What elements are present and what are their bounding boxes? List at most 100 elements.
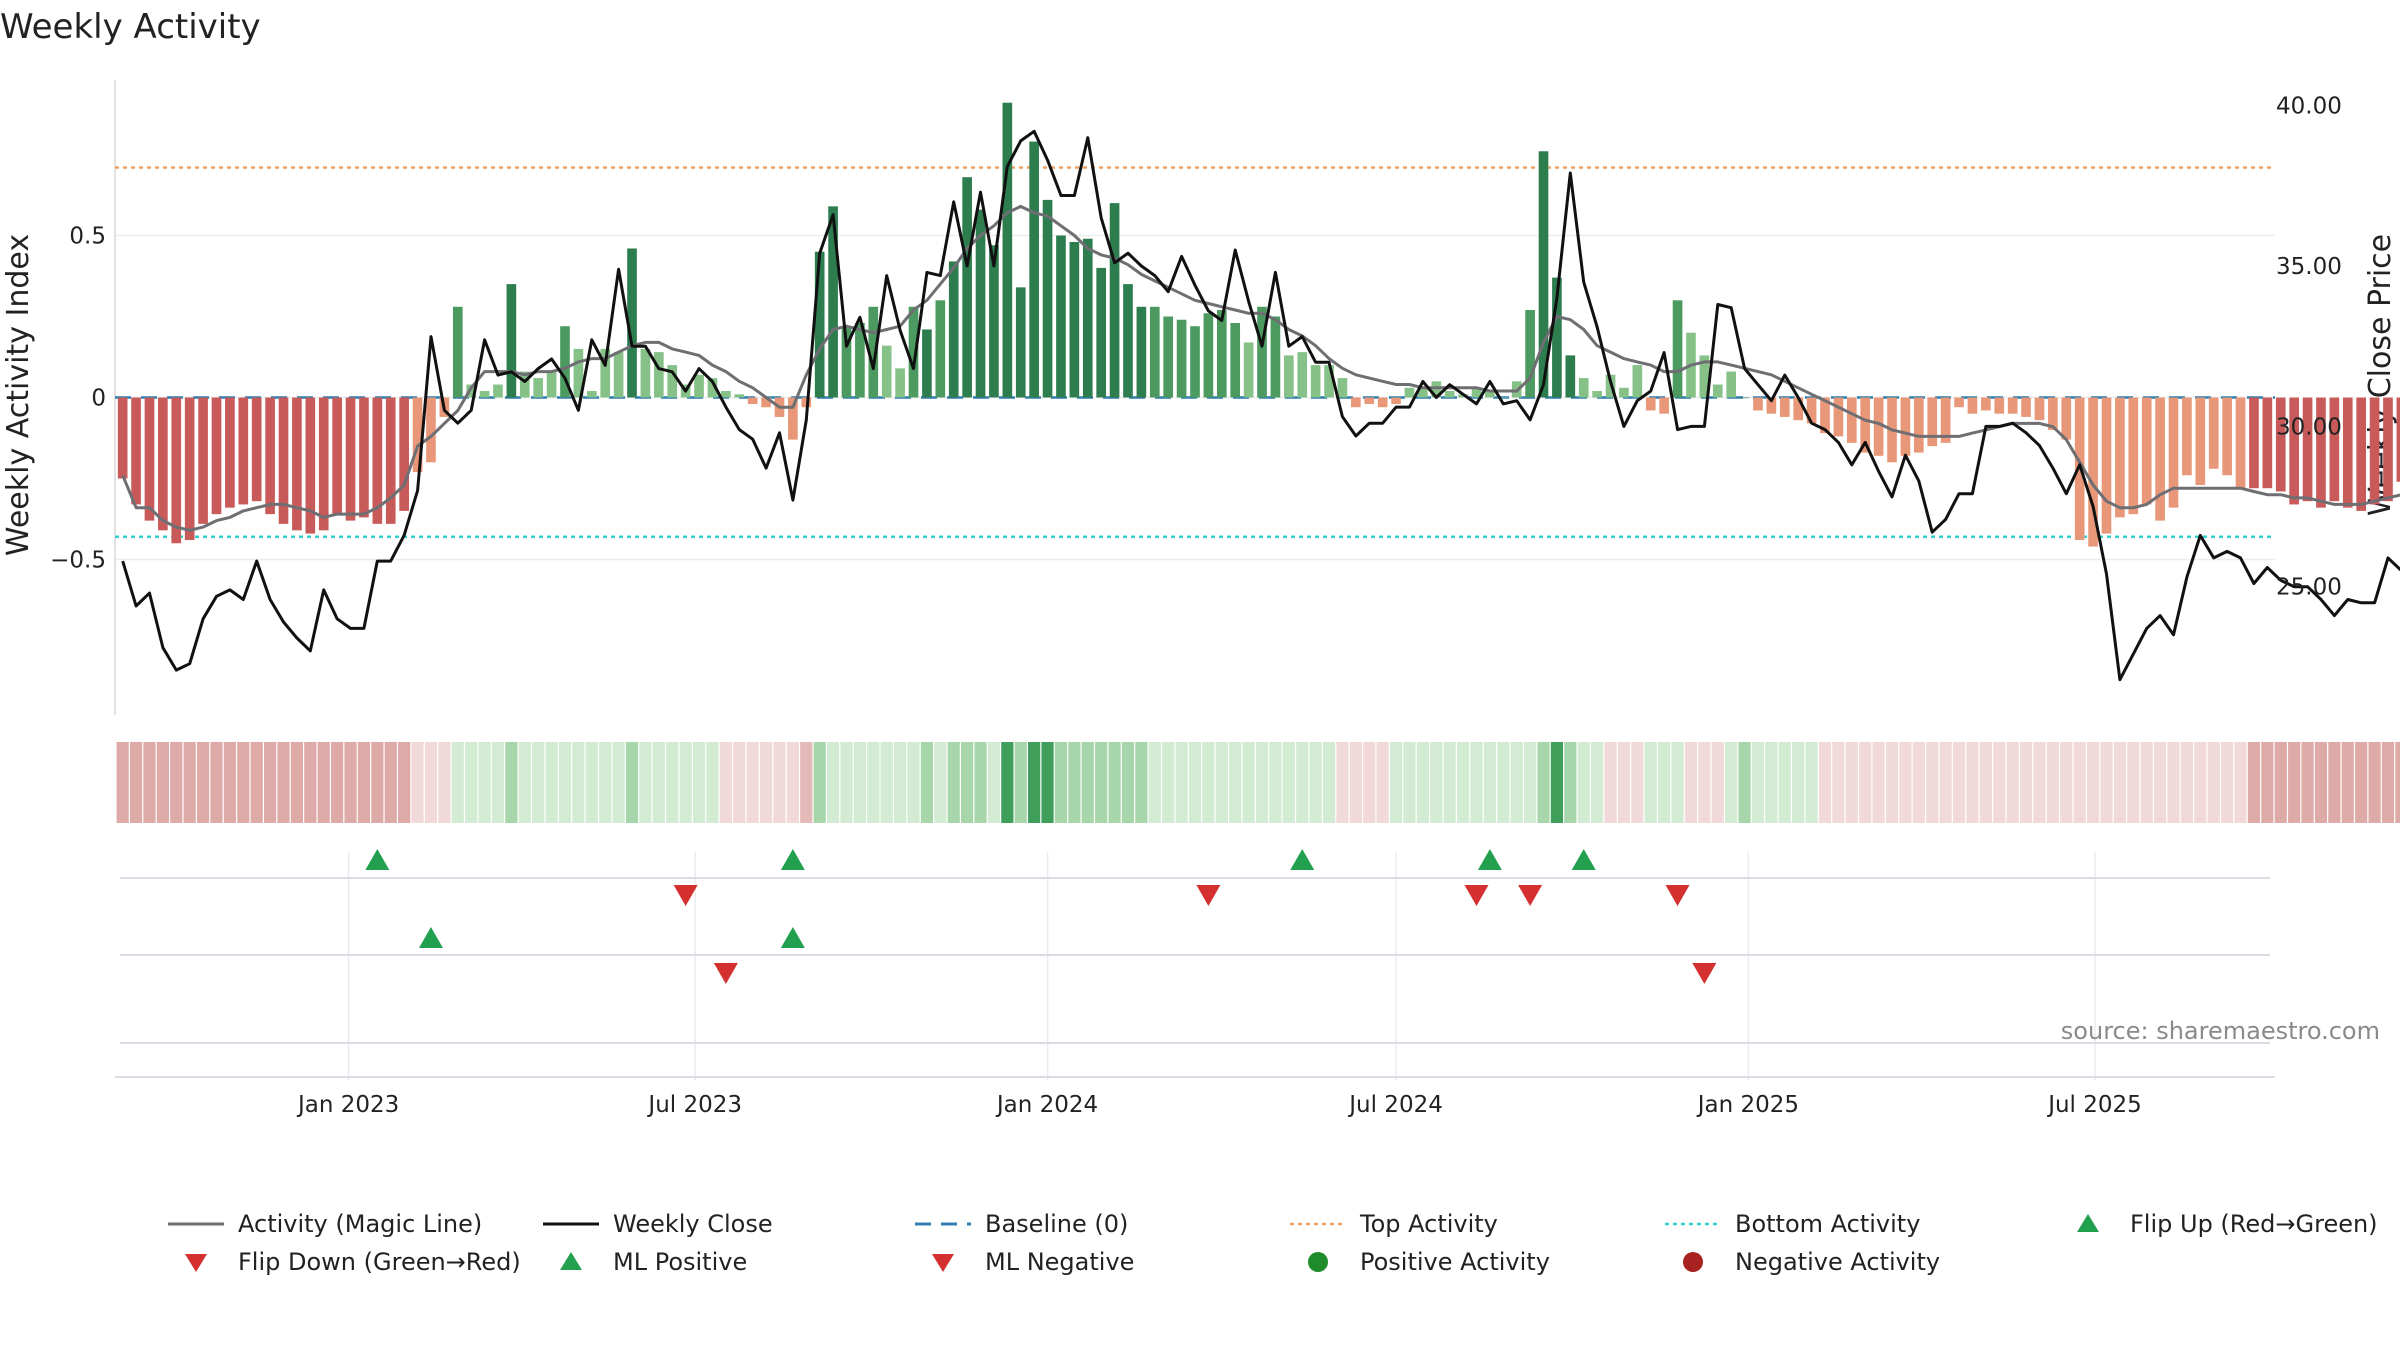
legend-label: Flip Down (Green→Red)	[238, 1248, 521, 1276]
activity-bar	[1619, 387, 1629, 398]
activity-bar	[1645, 397, 1656, 411]
strip-cell	[1456, 742, 1470, 823]
activity-bar	[546, 371, 557, 398]
activity-bar	[667, 365, 678, 398]
legend-label: Baseline (0)	[985, 1210, 1128, 1238]
activity-bar	[1002, 102, 1013, 398]
activity-bar	[385, 397, 396, 524]
activity-bar	[2316, 397, 2326, 508]
strip-cell	[2207, 742, 2220, 823]
signal-markers	[115, 849, 2275, 1078]
flip-up-marker	[1290, 849, 1315, 870]
strip-cell	[1108, 742, 1121, 823]
activity-bar	[452, 306, 463, 398]
strip-cell	[438, 742, 451, 823]
strip-cell	[1550, 742, 1564, 823]
legend-green-circle-icon	[1308, 1252, 1328, 1272]
strip-cell	[143, 742, 156, 823]
strip-cell	[1269, 742, 1282, 823]
flip-down-marker	[1665, 885, 1690, 906]
strip-cell	[1322, 742, 1336, 823]
activity-bar	[1123, 284, 1133, 398]
activity-bar	[1471, 387, 1482, 398]
activity-bar	[1632, 365, 1643, 398]
strip-cell	[585, 742, 598, 823]
activity-bar	[1297, 352, 1308, 398]
strip-cell	[1363, 742, 1376, 823]
activity-bar	[412, 397, 423, 473]
strip-cell	[706, 742, 719, 823]
strip-cell	[156, 742, 169, 823]
activity-bar	[1659, 397, 1669, 414]
strip-cell	[2073, 742, 2086, 823]
strip-cell	[1845, 742, 1858, 823]
activity-bar	[265, 397, 275, 515]
strip-cell	[478, 742, 491, 823]
strip-cell	[1939, 742, 1952, 823]
activity-bar	[747, 397, 758, 404]
activity-bar	[1029, 141, 1039, 398]
strip-cell	[1644, 742, 1657, 823]
strip-cell	[170, 742, 183, 823]
activity-bar	[479, 391, 490, 398]
strip-cell	[1792, 742, 1805, 823]
activity-bar	[171, 397, 182, 544]
strip-cell	[947, 742, 960, 823]
strip-cell	[1135, 742, 1148, 823]
strip-cell	[1081, 742, 1094, 823]
strip-cell	[1349, 742, 1362, 823]
activity-bar	[1136, 306, 1147, 398]
activity-bar	[318, 397, 329, 531]
activity-bar	[359, 397, 369, 518]
legend-item: Top Activity	[1290, 1210, 1498, 1238]
strip-cell	[196, 742, 210, 823]
strip-cell	[129, 742, 143, 823]
strip-cell	[1041, 742, 1054, 823]
strip-cell	[1537, 742, 1550, 823]
strip-cell	[1564, 742, 1577, 823]
x-ticks: Jan 2023 Jul 2023 Jan 2024 Jul 2024 Jan 2025…	[296, 1092, 2142, 1118]
strip-cell	[183, 742, 196, 823]
activity-bar	[332, 397, 342, 515]
activity-bar	[1739, 397, 1750, 399]
strip-cell	[599, 742, 612, 823]
activity-bar	[1270, 316, 1281, 398]
activity-bar	[2048, 397, 2058, 430]
legend-label: Negative Activity	[1735, 1248, 1940, 1276]
activity-bar	[1418, 387, 1428, 398]
strip-cell	[1001, 742, 1014, 823]
ml-negative-marker	[1692, 963, 1717, 984]
activity-bar	[2329, 397, 2340, 502]
strip-cell	[746, 742, 759, 823]
strip-cell	[1028, 742, 1041, 823]
strip-cell	[2261, 742, 2274, 823]
strip-cell	[1470, 742, 1483, 823]
legend-item: Activity (Magic Line)	[168, 1210, 482, 1238]
strip-cell	[961, 742, 974, 823]
strip-cell	[1591, 742, 1604, 823]
activity-bar	[1069, 241, 1080, 398]
strip-cell	[2100, 742, 2113, 823]
strip-cell	[1296, 742, 1309, 823]
activity-bar	[721, 391, 731, 398]
activity-bar	[2101, 397, 2112, 534]
strip-cell	[2180, 742, 2194, 823]
flip-down-marker	[673, 885, 698, 906]
activity-bar	[1672, 300, 1683, 398]
activity-bar	[1900, 397, 1911, 456]
strip-cell	[1054, 742, 1068, 823]
strip-cell	[2395, 742, 2400, 823]
strip-cell	[210, 742, 223, 823]
strip-cell	[2167, 742, 2180, 823]
strip-cell	[934, 742, 947, 823]
flip-up-marker	[365, 849, 390, 870]
activity-bar	[158, 397, 168, 531]
activity-bar	[1431, 381, 1442, 398]
activity-bar	[2141, 397, 2152, 505]
strip-cell	[317, 742, 330, 823]
strip-cell	[398, 742, 411, 823]
strip-cell	[357, 742, 371, 823]
activity-bar	[1351, 397, 1361, 408]
strip-cell	[907, 742, 920, 823]
